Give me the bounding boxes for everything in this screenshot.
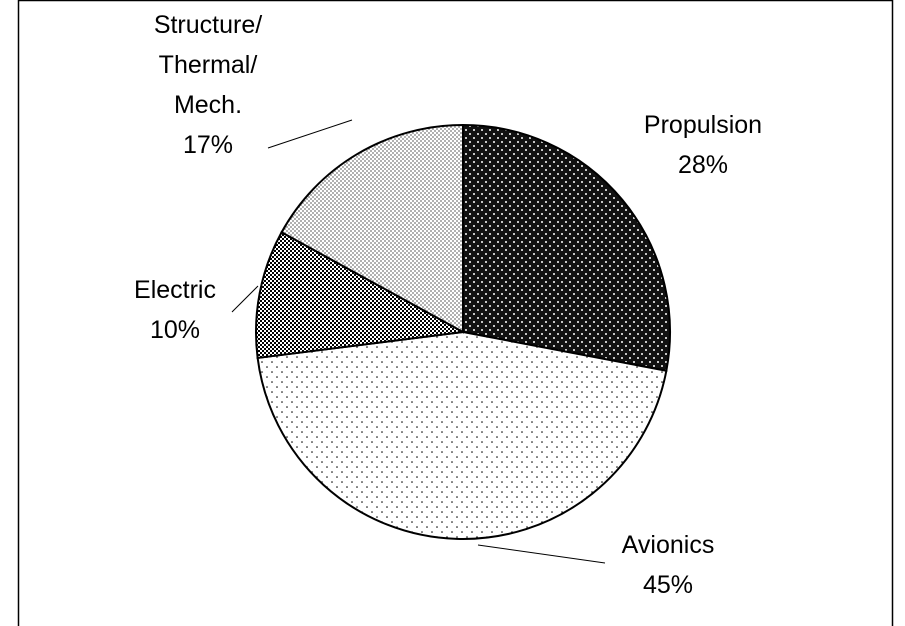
slice-label: Structure/ Thermal/ Mech. (153, 11, 263, 119)
pie (255, 123, 671, 540)
slice-label: Avionics (621, 531, 715, 559)
frame (17, 0, 894, 626)
slice-label: Propulsion (643, 111, 763, 139)
pie-slice (462, 123, 671, 372)
leader-line (231, 285, 259, 313)
leader-line (477, 544, 606, 564)
pie-slice (280, 123, 464, 334)
pie-slice (256, 330, 668, 540)
slice-label: Electric (134, 276, 216, 304)
value-label: 10% (149, 316, 201, 344)
leader-line (267, 119, 353, 149)
value-label: 17% (182, 131, 234, 159)
value-label: 45% (642, 571, 694, 599)
pie-slice (255, 230, 467, 360)
value-label: 28% (677, 151, 729, 179)
